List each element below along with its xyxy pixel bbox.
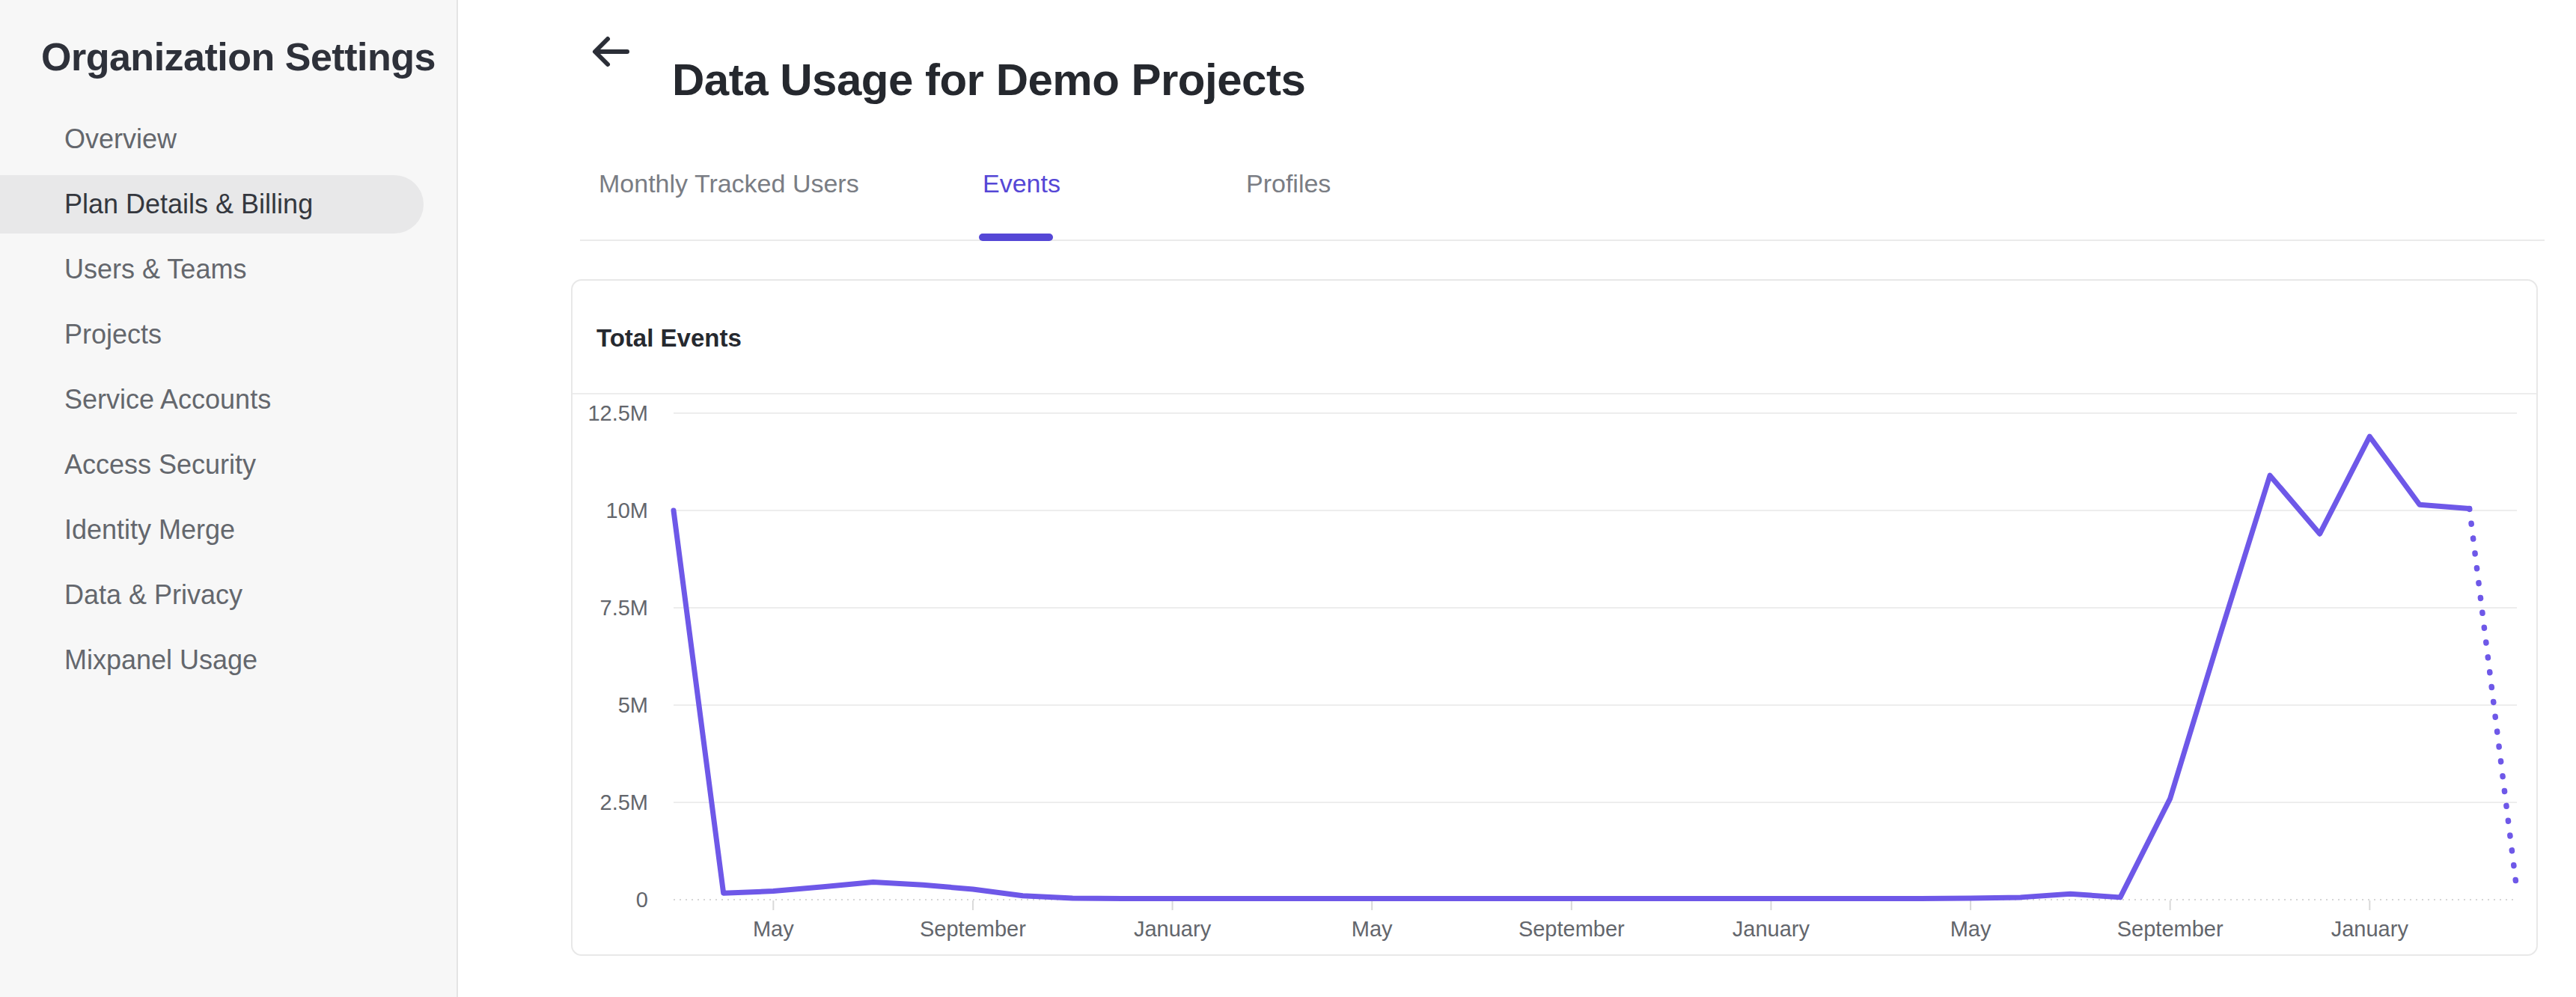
total-events-line-chart: 12.5M 10M 7.5M 5M 2.5M 0 May September January Ma…: [573, 393, 2536, 954]
svg-text:2.5M: 2.5M: [600, 790, 648, 814]
svg-text:12.5M: 12.5M: [587, 401, 648, 425]
tabs-divider: [580, 240, 2545, 241]
sidebar-item-mixpanel-usage[interactable]: Mixpanel Usage: [0, 631, 424, 689]
sidebar: Organization Settings Overview Plan Deta…: [0, 0, 458, 997]
app: Organization Settings Overview Plan Deta…: [0, 0, 2576, 997]
sidebar-item-overview[interactable]: Overview: [0, 110, 424, 168]
sidebar-item-plan-details-billing[interactable]: Plan Details & Billing: [0, 175, 424, 234]
svg-text:September: September: [2117, 917, 2224, 941]
svg-text:September: September: [920, 917, 1026, 941]
tab-events[interactable]: Events: [983, 169, 1060, 198]
sidebar-item-projects[interactable]: Projects: [0, 305, 424, 364]
sidebar-item-data-privacy[interactable]: Data & Privacy: [0, 566, 424, 624]
svg-text:0: 0: [636, 888, 648, 912]
total-events-card: Total Events 12.5M 10M 7.5M 5M 2.5M 0 May Septe…: [571, 279, 2538, 956]
sidebar-item-service-accounts[interactable]: Service Accounts: [0, 371, 424, 429]
svg-text:10M: 10M: [606, 498, 648, 522]
back-button[interactable]: [588, 31, 633, 73]
chart-title: Total Events: [596, 324, 742, 353]
page-title: Data Usage for Demo Projects: [672, 54, 1305, 106]
svg-text:January: January: [1134, 917, 1212, 941]
sidebar-item-users-teams[interactable]: Users & Teams: [0, 240, 424, 299]
svg-text:January: January: [2331, 917, 2409, 941]
svg-text:5M: 5M: [618, 693, 648, 717]
svg-text:September: September: [1519, 917, 1625, 941]
svg-text:7.5M: 7.5M: [600, 596, 648, 620]
tab-monthly-tracked-users[interactable]: Monthly Tracked Users: [599, 169, 859, 198]
active-tab-indicator: [979, 234, 1053, 241]
svg-text:May: May: [1950, 917, 1991, 941]
svg-text:January: January: [1733, 917, 1810, 941]
events-series-line: [674, 436, 2470, 898]
svg-text:May: May: [753, 917, 794, 941]
svg-text:May: May: [1352, 917, 1393, 941]
tab-profiles[interactable]: Profiles: [1246, 169, 1331, 198]
sidebar-item-identity-merge[interactable]: Identity Merge: [0, 501, 424, 559]
sidebar-item-access-security[interactable]: Access Security: [0, 436, 424, 494]
sidebar-title: Organization Settings: [41, 34, 436, 79]
events-projection-dotted-line: [2470, 508, 2516, 882]
arrow-left-icon: [590, 61, 632, 72]
